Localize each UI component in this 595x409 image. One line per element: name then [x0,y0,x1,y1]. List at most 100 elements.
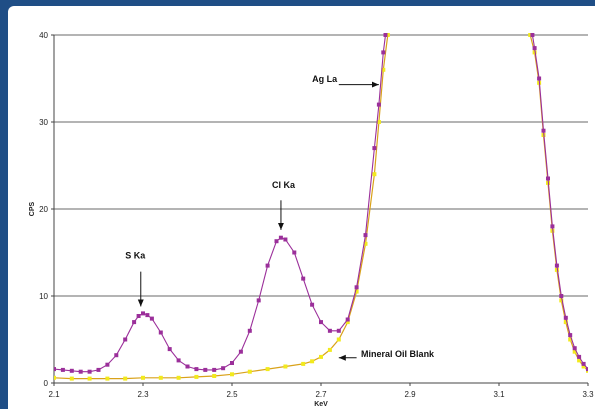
sample-data-point [194,367,199,372]
sample-data-point [363,233,368,238]
y-axis-label: CPS [29,201,36,216]
blank-data-point [577,358,582,363]
blank-data-point [310,359,315,364]
annotation-ag-label: Ag La [312,74,338,84]
sample-series-line [531,34,588,370]
x-tick-label: 2.1 [48,390,60,399]
blank-data-point [572,349,577,354]
sample-data-point [212,367,217,372]
sample-data-point [559,294,564,298]
chart-frame [8,6,595,409]
x-axis-label: KeV [314,401,328,408]
blank-data-point [265,367,270,372]
sample-data-point [185,364,190,369]
blank-data-point [301,361,306,366]
blank-data-point [123,376,128,381]
sample-series-line [54,34,387,373]
y-tick-label: 0 [44,379,49,388]
sample-data-point [550,224,555,229]
sample-data-point [167,347,172,352]
sample-data-point [96,367,101,372]
sample-data-point [54,367,56,372]
sample-data-point [530,33,535,37]
sample-data-point [292,250,297,255]
blank-data-point [319,354,323,359]
x-tick-label: 2.7 [315,390,327,399]
sample-data-point [274,239,279,244]
series-layer [54,33,588,381]
sample-data-point [145,313,150,318]
sample-data-point [176,358,181,363]
sample-data-point [149,316,154,321]
blank-data-point [69,376,74,381]
blank-data-point [376,120,381,124]
gridlines [54,34,588,297]
y-tick-label: 20 [39,205,48,214]
sample-data-point [78,369,83,374]
blank-data-point [532,50,537,55]
sample-data-point [238,349,243,354]
blank-data-point [385,33,390,37]
blank-data-point [247,369,252,374]
sample-data-point [221,366,226,371]
x-tick-label: 2.9 [404,390,416,399]
blank-data-point [372,172,377,177]
sample-data-point [381,50,386,55]
sample-data-point [114,353,119,358]
blank-data-point [158,375,163,380]
annotations: Ag La Cl Ka S Ka Mineral Oil Blank [125,74,435,361]
x-tick-label: 2.3 [137,390,149,399]
sample-data-point [372,146,377,151]
blank-data-point [105,376,110,381]
sample-data-point [105,362,110,367]
sample-data-point [265,263,270,268]
blank-series-line [529,34,588,372]
blank-data-point [87,376,92,381]
x-tick-label: 2.5 [226,390,238,399]
sample-data-point [376,102,381,107]
sample-data-point [310,302,315,307]
blank-data-point [568,337,573,342]
blank-data-point [554,267,559,272]
blank-data-point [194,374,199,379]
blank-data-point [54,375,56,380]
annotation-cl-label: Cl Ka [272,180,296,190]
sample-data-point [230,361,234,365]
blank-data-point [327,347,332,352]
annotation-blank-label: Mineral Oil Blank [361,349,435,359]
sample-data-point [278,235,283,240]
sample-data-point [568,333,573,338]
sample-data-point [283,237,288,242]
blank-data-point [212,374,217,378]
blank-data-point [581,364,586,369]
sample-data-point [563,315,568,320]
blank-data-point [336,337,341,342]
sample-data-point [69,368,74,373]
sample-data-point [256,298,261,303]
sample-data-point [132,320,137,325]
sample-data-point [572,346,577,351]
blank-data-point [528,33,533,37]
sample-data-point [354,285,359,290]
sample-data-point [87,369,92,374]
y-tick-label: 40 [39,31,48,40]
sample-data-point [141,311,145,316]
y-tick-label: 30 [39,118,48,127]
blank-data-point [354,289,359,294]
sample-data-point [60,367,65,372]
sample-data-point [327,328,332,333]
blank-data-point [345,320,350,325]
blank-data-point [559,298,564,303]
sample-data-point [541,128,546,133]
sample-data-point [319,320,323,325]
sample-data-point [345,317,350,322]
sample-data-point [577,354,582,359]
axes: 0 10 20 30 40 2.1 2.3 2.5 2.7 2.9 3.1 3.3 [39,31,594,399]
sample-data-point [546,176,550,181]
blank-data-point [283,364,288,369]
y-tick-label: 10 [39,292,48,301]
sample-data-point [581,361,586,366]
annotation-s-label: S Ka [125,251,146,261]
sample-data-point [203,367,208,372]
